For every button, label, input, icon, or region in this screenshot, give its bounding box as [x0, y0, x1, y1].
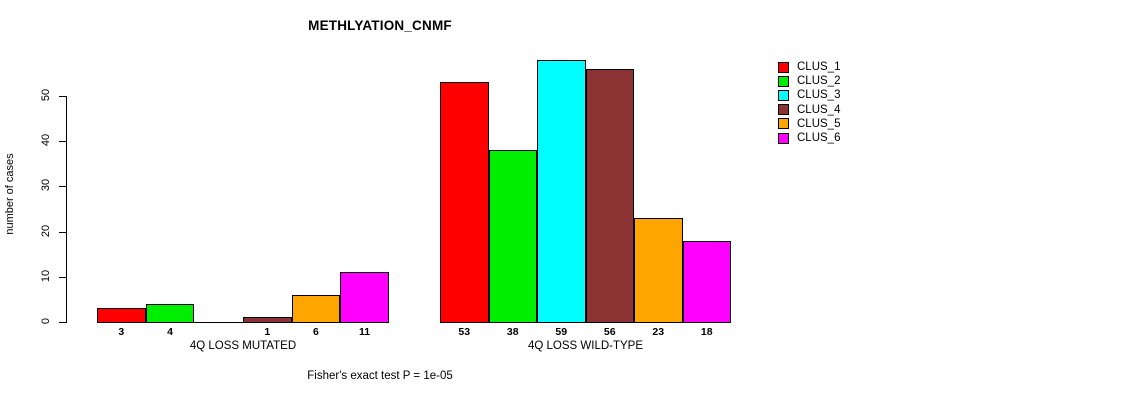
y-tick-0 [59, 322, 66, 323]
bar-slot-clus_1: 3 [97, 60, 146, 338]
legend-item-clus_4[interactable]: CLUS_4 [778, 103, 958, 117]
y-tick-20 [59, 231, 66, 233]
y-tick-30 [59, 186, 66, 188]
y-tick-label-50: 50 [40, 88, 52, 102]
legend-swatch-icon [778, 132, 789, 144]
legend-label: CLUS_2 [797, 75, 841, 88]
legend-swatch-icon [778, 61, 789, 73]
bar-slot-clus_3: 59 [537, 60, 586, 338]
statistical-annotation: Fisher's exact test P = 1e-05 [307, 370, 453, 382]
legend-item-clus_3[interactable]: CLUS_3 [778, 88, 958, 102]
y-tick-label-30: 30 [40, 179, 52, 192]
bar-slot-clus_4: 56 [585, 60, 634, 338]
panel-mutated: 3 4 1 6 11 4Q LOSS MUTATED [97, 0, 389, 400]
y-tick-label-0: 0 [40, 317, 52, 325]
y-axis-title: number of cases [4, 153, 16, 235]
bar-slot-clus_1: 53 [440, 60, 489, 338]
bar-slot-clus_6: 18 [682, 60, 731, 338]
legend-item-clus_2[interactable]: CLUS_2 [778, 74, 958, 88]
legend-swatch-icon [778, 118, 789, 130]
bar-value-label: 4 [167, 326, 173, 338]
legend-item-clus_6[interactable]: CLUS_6 [778, 131, 958, 145]
bar-group: 3 4 1 6 11 [97, 60, 389, 338]
y-axis-line [66, 96, 67, 323]
legend-label: CLUS_5 [797, 117, 841, 130]
y-tick-50 [59, 96, 66, 97]
panel-baseline [440, 322, 731, 323]
y-tick-10 [59, 276, 66, 278]
legend-label: CLUS_6 [797, 132, 841, 145]
y-tick-40 [59, 141, 66, 143]
legend-label: CLUS_4 [797, 103, 841, 116]
bar-clus_2[interactable] [145, 303, 195, 322]
bar-clus_2[interactable] [488, 150, 537, 322]
bar-slot-clus_2: 4 [145, 60, 195, 338]
bar-clus_5[interactable] [291, 294, 341, 322]
bar-slot-clus_2: 38 [488, 60, 537, 338]
legend-label: CLUS_1 [797, 61, 841, 74]
bar-slot-clus_5: 23 [634, 60, 683, 338]
bar-clus_6[interactable] [682, 240, 731, 322]
panel-wild-type: 53 38 59 56 23 18 4Q LOSS WILD-TYPE [440, 0, 731, 400]
bar-group: 53 38 59 56 23 18 [440, 60, 731, 338]
legend-swatch-icon [778, 75, 789, 87]
bar-slot-clus_4: 1 [242, 60, 292, 338]
chart-title: METHLYATION_CNMF [308, 18, 452, 33]
bar-slot-clus_6: 11 [340, 60, 389, 338]
bar-clus_4[interactable] [242, 317, 292, 322]
bar-value-label: 59 [555, 326, 568, 338]
bar-value-label: 18 [700, 326, 713, 338]
legend-swatch-icon [778, 89, 789, 101]
panel-axis-label: 4Q LOSS MUTATED [189, 340, 297, 352]
legend-label: CLUS_3 [797, 89, 841, 102]
bar-clus_6[interactable] [340, 272, 389, 322]
bar-value-label: 11 [359, 326, 371, 338]
bar-clus_1[interactable] [97, 308, 146, 322]
legend-item-clus_1[interactable]: CLUS_1 [778, 60, 958, 74]
legend-swatch-icon [778, 104, 789, 116]
bar-slot-clus_3 [194, 60, 243, 322]
y-tick-label-20: 20 [40, 224, 52, 237]
panel-axis-label: 4Q LOSS WILD-TYPE [527, 340, 644, 352]
bar-clus_4[interactable] [585, 68, 634, 322]
bar-clus_5[interactable] [634, 218, 683, 322]
bar-value-label: 6 [313, 326, 319, 338]
legend: CLUS_1 CLUS_2 CLUS_3 CLUS_4 CLUS_5 CLUS_6 [778, 60, 958, 145]
y-tick-label-10: 10 [40, 269, 52, 282]
bar-value-label: 1 [264, 326, 271, 338]
panel-baseline [97, 322, 389, 323]
bar-clus_1[interactable] [440, 82, 489, 322]
bar-value-label: 23 [652, 326, 665, 338]
bar-value-label: 3 [118, 326, 125, 338]
bar-value-label: 38 [506, 326, 519, 338]
bar-value-label: 53 [458, 326, 471, 338]
legend-item-clus_5[interactable]: CLUS_5 [778, 117, 958, 131]
bar-value-label: 56 [603, 326, 616, 338]
bar-slot-clus_5: 6 [291, 60, 341, 338]
y-tick-label-40: 40 [40, 134, 52, 147]
bar-clus_3[interactable] [537, 60, 586, 322]
